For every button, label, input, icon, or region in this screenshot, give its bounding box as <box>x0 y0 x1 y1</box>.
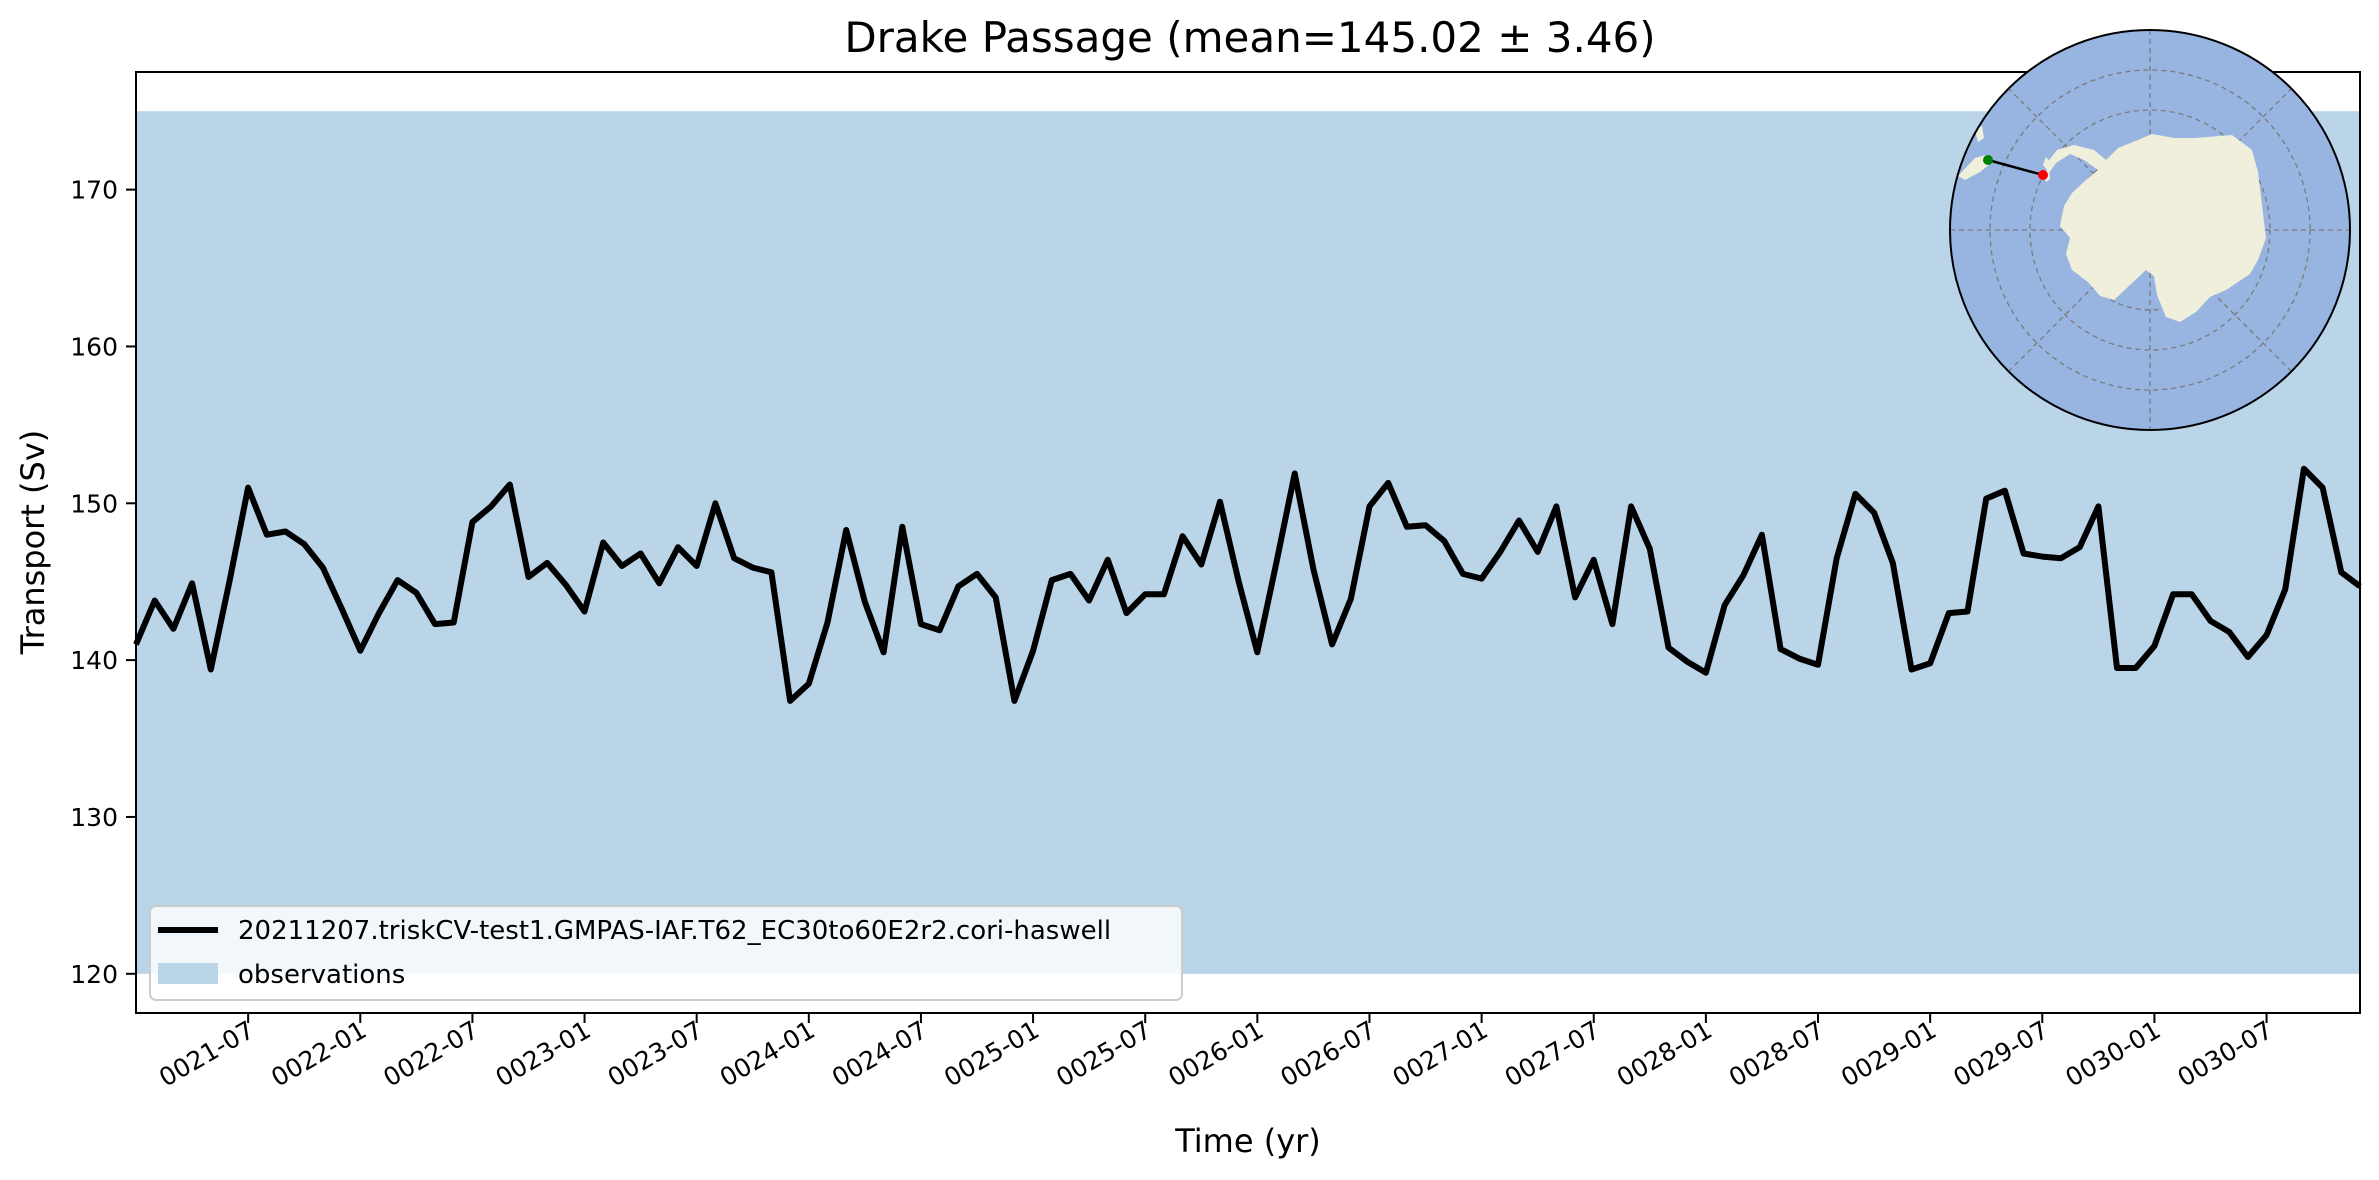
transport-series-line <box>133 465 2362 704</box>
x-tick-label: 0024-01 <box>715 1015 820 1092</box>
inset-polar-map <box>1949 29 2351 431</box>
x-tick-label: 0026-07 <box>1276 1015 1381 1092</box>
y-tick-label: 150 <box>70 489 118 518</box>
x-tick-label: 0029-07 <box>1948 1015 2053 1092</box>
legend-box <box>149 905 1183 1001</box>
x-tick-label: 0029-01 <box>1836 1015 1941 1092</box>
transect-end-marker <box>2038 170 2048 180</box>
y-tick-label: 130 <box>70 803 118 832</box>
plot-frame <box>135 71 2361 1014</box>
x-tick-label: 0025-07 <box>1051 1015 1156 1092</box>
x-tick-label: 0021-07 <box>154 1015 259 1092</box>
transect-line <box>1987 158 2044 177</box>
x-tick-label: 0022-01 <box>266 1015 371 1092</box>
legend-band-swatch <box>158 963 218 984</box>
x-tick-label: 0028-07 <box>1724 1015 1829 1092</box>
x-axis: 0021-07 0022-01 0022-07 0023-01 0023-07 0024-… <box>154 1013 2278 1092</box>
legend-entry-series: 20211207.triskCV-test1.GMPAS-IAF.T62_EC3… <box>238 916 1111 946</box>
x-tick-label: 0030-01 <box>2060 1015 2165 1092</box>
y-tick-label: 170 <box>70 176 118 205</box>
x-tick-label: 0022-07 <box>378 1015 483 1092</box>
x-axis-label: Time (yr) <box>1174 1122 1321 1160</box>
south-america-landmass <box>1958 155 1990 180</box>
x-tick-label: 0024-07 <box>827 1015 932 1092</box>
globe-outline <box>1949 29 2351 431</box>
x-tick-label: 0027-07 <box>1500 1015 1605 1092</box>
transect-start-marker <box>1983 155 1993 165</box>
y-axis-label: Transport (Sv) <box>14 430 52 656</box>
antarctica-landmass <box>2046 134 2266 322</box>
y-axis: 120 130 140 150 160 170 <box>70 176 136 989</box>
x-tick-label: 0025-01 <box>939 1015 1044 1092</box>
x-tick-label: 0026-01 <box>1163 1015 1268 1092</box>
y-tick-label: 160 <box>70 332 118 361</box>
x-tick-label: 0027-01 <box>1388 1015 1493 1092</box>
x-tick-label: 0023-01 <box>491 1015 596 1092</box>
legend-entry-observations: observations <box>238 960 405 990</box>
x-tick-label: 0023-07 <box>603 1015 708 1092</box>
y-tick-label: 120 <box>70 960 118 989</box>
chart-title: Drake Passage (mean=145.02 ± 3.46) <box>844 13 1655 62</box>
legend: 20211207.triskCV-test1.GMPAS-IAF.T62_EC3… <box>149 905 1183 1001</box>
x-tick-label: 0030-07 <box>2173 1015 2278 1092</box>
x-tick-label: 0028-01 <box>1612 1015 1717 1092</box>
y-tick-label: 140 <box>70 646 118 675</box>
